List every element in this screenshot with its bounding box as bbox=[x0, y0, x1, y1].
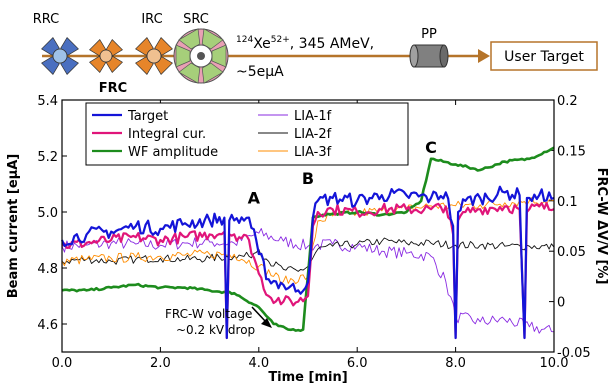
y-tick-label: 4.6 bbox=[37, 318, 58, 333]
voltage-note-line1: FRC-W voltage bbox=[165, 307, 252, 321]
x-tick-label: 4.0 bbox=[248, 356, 269, 371]
y2-tick-label: -0.05 bbox=[557, 346, 591, 361]
x-tick-label: 6.0 bbox=[347, 356, 368, 371]
series-line-integral-cur bbox=[61, 202, 555, 340]
user-target-box bbox=[490, 41, 598, 71]
beamline-arrowhead bbox=[478, 49, 490, 63]
pp-label: PP bbox=[421, 27, 437, 42]
beam-species-label: 124Xe52+, 345 AMeV, bbox=[236, 35, 374, 52]
y-tick-label: 5.0 bbox=[37, 206, 58, 221]
legend-label: Target bbox=[127, 109, 168, 124]
frc-label: FRC bbox=[99, 81, 127, 96]
voltage-drop-arrowhead bbox=[261, 318, 272, 328]
x-tick-label: 0.0 bbox=[52, 356, 73, 371]
plot-frame bbox=[61, 99, 555, 353]
annotation-label: B bbox=[302, 169, 314, 188]
legend-label: Integral cur. bbox=[128, 127, 206, 142]
y2-tick-label: 0.15 bbox=[557, 144, 586, 159]
y2-tick-label: 0.1 bbox=[557, 195, 578, 210]
src-ring-icon bbox=[173, 28, 229, 84]
voltage-note-line2: ~0.2 kV drop bbox=[176, 323, 255, 337]
rrc-ring-icon bbox=[41, 37, 79, 75]
series-line-lia-1f bbox=[61, 228, 555, 334]
beam-current-label: ~5eμA bbox=[236, 64, 284, 80]
legend-label: LIA-2f bbox=[294, 127, 332, 142]
accelerator-schematic: RRC FRC IRC SRC 124Xe52+, 345 AMeV, ~5eμ… bbox=[33, 12, 598, 96]
x-axis-label: Time [min] bbox=[268, 370, 347, 383]
x-tick-label: 2.0 bbox=[150, 356, 171, 371]
annotation-label: C bbox=[425, 138, 437, 157]
legend-label: LIA-3f bbox=[294, 145, 332, 160]
x-tick-label: 8.0 bbox=[445, 356, 466, 371]
y-tick-label: 5.2 bbox=[37, 150, 58, 165]
y-tick-label: 4.8 bbox=[37, 262, 58, 277]
frc-ring-icon bbox=[89, 39, 123, 73]
legend-label: LIA-1f bbox=[294, 109, 332, 124]
irc-ring-icon bbox=[135, 37, 173, 75]
x-tick-label: 10.0 bbox=[540, 356, 569, 371]
y2-axis-label: FRC-W ΔV/V [%] bbox=[594, 168, 609, 285]
legend-label: WF amplitude bbox=[128, 145, 218, 160]
irc-label: IRC bbox=[141, 12, 162, 27]
legend: Target Integral cur. WF amplitude LIA-1f LIA… bbox=[85, 102, 409, 166]
y-tick-label: 5.4 bbox=[37, 94, 58, 109]
voltage-drop-arrow-shaft bbox=[251, 306, 267, 323]
y-axis-label: Beam current [eμA] bbox=[6, 154, 21, 299]
voltage-drop-annotation: FRC-W voltage ~0.2 kV drop bbox=[165, 306, 272, 337]
chart: 0.0 2.0 4.0 6.0 8.0 10.0 4.6 4.8 5.0 5.2 5.4 -0.05 0… bbox=[6, 94, 609, 383]
y2-tick-label: 0 bbox=[557, 296, 565, 311]
y2-tick-label: 0.2 bbox=[557, 94, 578, 109]
src-label: SRC bbox=[183, 12, 209, 27]
annotation-label: A bbox=[248, 189, 261, 208]
legend-box bbox=[85, 102, 409, 166]
series-line-target bbox=[60, 185, 555, 340]
y2-tick-label: 0.05 bbox=[557, 245, 586, 260]
pp-cylinder-icon bbox=[409, 44, 449, 68]
user-target-label: User Target bbox=[504, 49, 584, 65]
rrc-label: RRC bbox=[33, 12, 60, 27]
